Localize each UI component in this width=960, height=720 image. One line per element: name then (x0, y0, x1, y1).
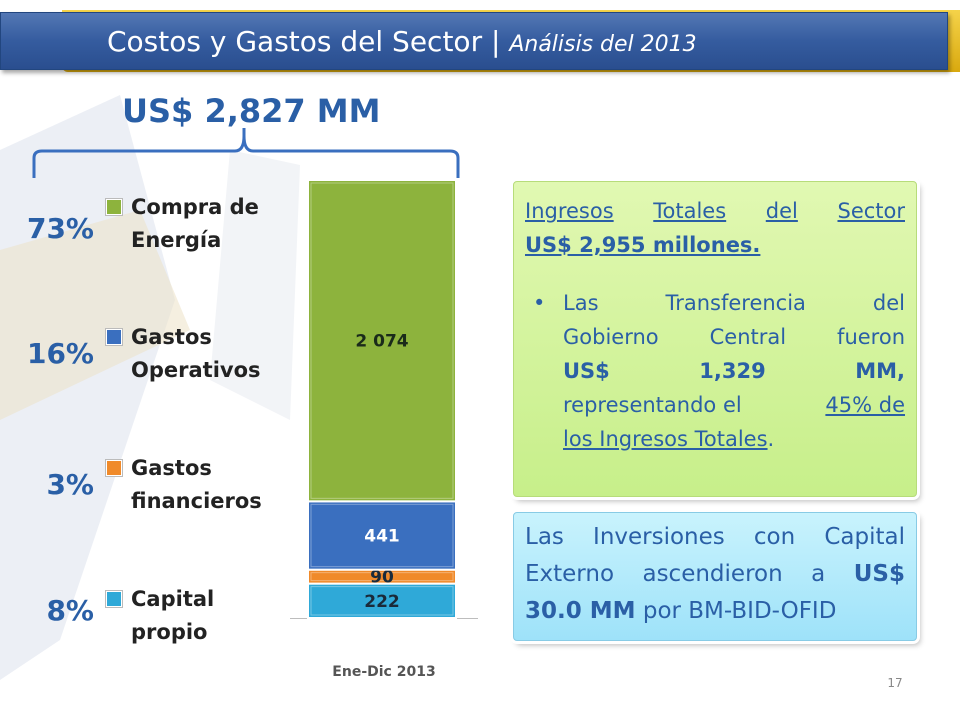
inversiones-line: 30.0 MM por BM-BID-OFID (525, 593, 905, 630)
bullet-text-highlight: los Ingresos Totales (563, 427, 768, 451)
legend-label-line: propio (131, 620, 208, 644)
bullet-word: 1,329 (699, 359, 766, 383)
legend-label-capital-propio: Capital propio (131, 583, 301, 649)
slide-title: Costos y Gastos del Sector | Análisis de… (107, 20, 697, 64)
inversiones-line: Externo ascendieron a US$ (525, 556, 905, 593)
data-label-gastos-financieros: 90 (370, 568, 394, 588)
bullet-word: del (872, 291, 905, 315)
slide-title-subtitle: Análisis del 2013 (509, 32, 697, 57)
ingresos-word: Ingresos (525, 199, 614, 223)
inversiones-word: Las (525, 524, 564, 550)
bar-segment-capital-propio (307, 582, 457, 619)
bullet-word: US$ (563, 359, 610, 383)
bar-segment-highlight (310, 572, 454, 582)
legend-label-line: Capital (131, 587, 215, 611)
bar-segment-highlight (310, 182, 454, 499)
bullet-dot-icon: • (533, 291, 546, 315)
inversiones-word: Externo (525, 561, 615, 587)
data-label-capital-propio: 222 (364, 592, 400, 612)
bullet-text: . (767, 427, 775, 451)
total-cost-label: US$ 2,827 MM (122, 92, 381, 130)
ingresos-word: Totales (653, 199, 727, 223)
bar-segment-highlight (310, 503, 454, 568)
bullet-word: Central (709, 325, 787, 349)
data-label-gastos-operativos: 441 (364, 526, 400, 546)
ingresos-word: Sector (837, 199, 905, 223)
page-number: 17 (887, 676, 903, 690)
bar-segment-highlight (310, 586, 454, 616)
bullet-line: los Ingresos Totales. (563, 422, 905, 456)
bullet-word: MM, (855, 359, 905, 383)
ingresos-word: del (765, 199, 798, 223)
pct-gastos-operativos: 16% (26, 337, 94, 370)
legend-label-line: Operativos (131, 358, 261, 382)
inversiones-info-box: Las Inversiones con Capital Externo asce… (513, 512, 917, 641)
inversiones-text: por BM-BID-OFID (635, 598, 837, 624)
legend-label-compra-energia: Compra de Energía (131, 191, 301, 257)
bullet-word: Gobierno (563, 325, 659, 349)
inversiones-word: ascendieron (642, 561, 783, 587)
legend-swatch-compra-energia (106, 199, 122, 215)
ingresos-heading-line: Ingresos Totales del Sector (525, 194, 905, 228)
title-bar (0, 12, 948, 70)
bullet-text: representando el (563, 393, 742, 417)
pct-compra-energia: 73% (26, 212, 94, 245)
pct-gastos-financieros: 3% (46, 468, 94, 501)
inversiones-word: US$ (853, 561, 905, 587)
legend-label-line: financieros (131, 489, 262, 513)
bullet-word: Transferencia (665, 291, 806, 315)
ingresos-total-value: US$ 2,955 millones. (525, 233, 761, 257)
inversiones-line: Las Inversiones con Capital (525, 519, 905, 556)
legend-label-line: Energía (131, 228, 222, 252)
legend-label-gastos-financieros: Gastos financieros (131, 452, 301, 518)
bullet-text-highlight: 45% de (825, 393, 905, 417)
legend-label-line: Compra de (131, 195, 259, 219)
inversiones-word: Capital (824, 524, 905, 550)
bullet-word: Las (563, 291, 599, 315)
ingresos-info-box: Ingresos Totales del Sector US$ 2,955 mi… (513, 181, 917, 497)
inversiones-word: a (811, 561, 826, 587)
total-brace (32, 128, 460, 178)
slide-title-main: Costos y Gastos del Sector | (107, 25, 501, 58)
legend-swatch-gastos-financieros (106, 460, 122, 476)
stacked-bar-chart: 222 90 441 2 074 (290, 179, 478, 619)
inversiones-word: con (753, 524, 796, 550)
bullet-line: Gobierno Central fueron (563, 320, 905, 354)
bullet-line: representando el 45% de (563, 388, 905, 422)
data-label-compra-de-energ-a: 2 074 (355, 332, 408, 352)
transferencias-bullet: • Las Transferencia del Gobierno Central… (525, 286, 905, 456)
inversiones-word: Inversiones (593, 524, 725, 550)
x-axis-label: Ene-Dic 2013 (332, 664, 436, 680)
bar-segment-compra-de-energ-a (307, 179, 457, 503)
inversiones-amount: 30.0 MM (525, 598, 636, 624)
legend-swatch-gastos-operativos (106, 329, 122, 345)
legend-label-line: Gastos (131, 456, 212, 480)
legend-label-line: Gastos (131, 325, 212, 349)
bullet-line: Las Transferencia del (563, 286, 905, 320)
pct-capital-propio: 8% (46, 594, 94, 627)
legend-label-gastos-operativos: Gastos Operativos (131, 321, 301, 387)
bullet-word: fueron (837, 325, 905, 349)
bullet-line: US$ 1,329 MM, (563, 354, 905, 388)
bar-segment-gastos-operativos (307, 500, 457, 571)
legend-swatch-capital-propio (106, 591, 122, 607)
